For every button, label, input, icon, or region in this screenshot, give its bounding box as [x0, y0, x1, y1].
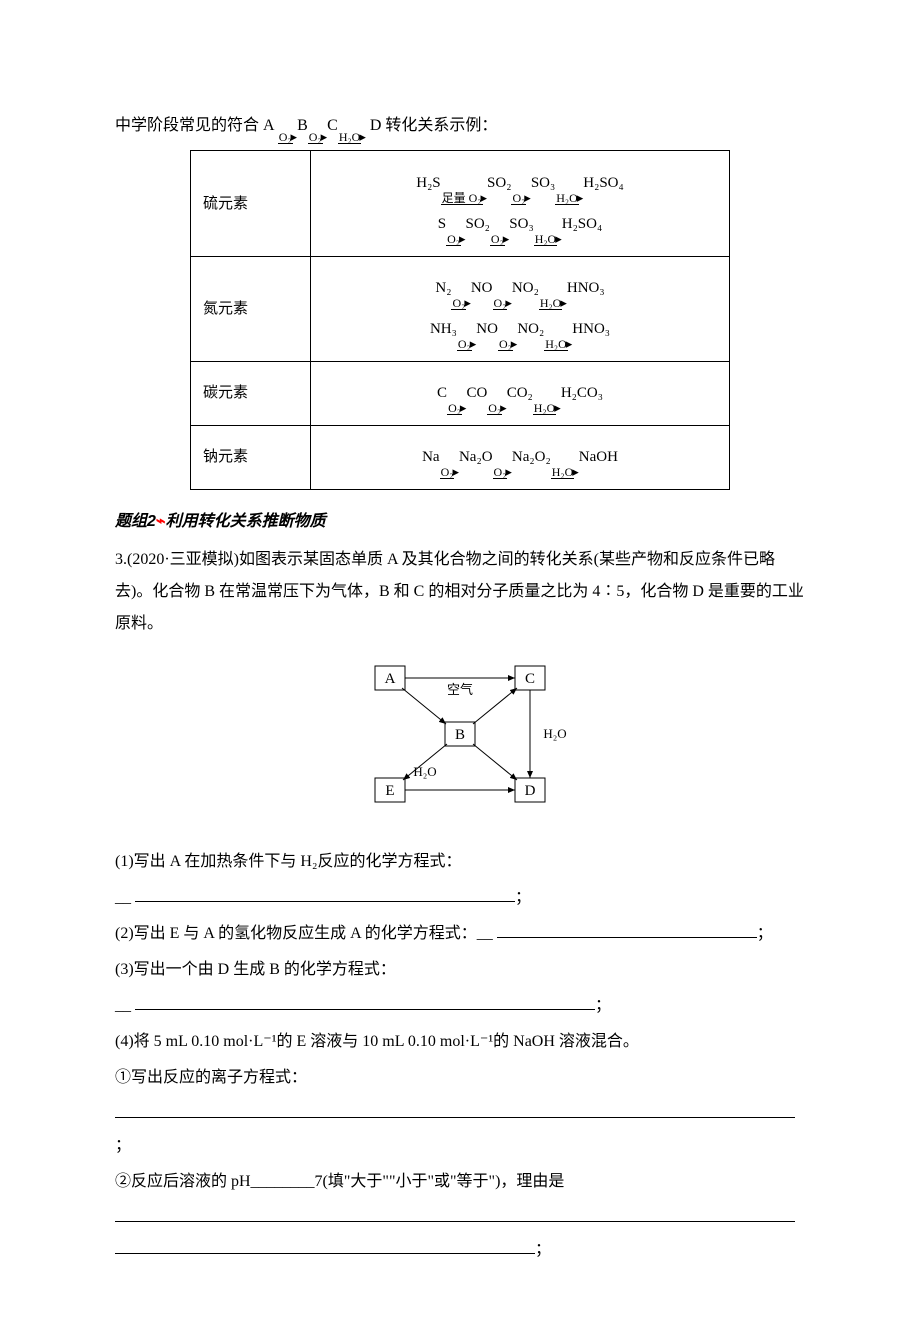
node-d: D — [525, 783, 536, 799]
blank-q4-2b: ； — [115, 1234, 805, 1266]
page-root: 中学阶段常见的符合 A O₂▸BO₂▸CH₂O▸ D 转化关系示例： 硫元素H₂… — [0, 0, 920, 1326]
table-row-content: H₂S足量 O₂▸SO₂O₂▸SO₃H₂O▸H₂SO₄SO₂▸SO₂O₂▸SO₃… — [311, 151, 730, 256]
table-row-label: 硫元素 — [191, 151, 311, 256]
q4-1: ①写出反应的离子方程式： — [115, 1062, 805, 1094]
node-a: A — [385, 671, 396, 687]
table-row-label: 氮元素 — [191, 256, 311, 361]
blank-q4-1: ； — [115, 1098, 805, 1162]
q4-2: ②反应后溶液的 pH________7(填"大于""小于"或"等于")，理由是 — [115, 1166, 805, 1198]
table-row-content: N₂O₂▸NOO₂▸NO₂H₂O▸HNO₃NH₃O₂▸NOO₂▸NO₂H₂O▸H… — [311, 256, 730, 361]
table-row-content: CO₂▸COO₂▸CO₂H₂O▸H₂CO₃ — [311, 361, 730, 425]
q3-intro: 3.(2020·三亚模拟)如图表示某固态单质 A 及其化合物之间的转化关系(某些… — [115, 544, 805, 640]
node-c: C — [525, 671, 535, 687]
q3: (3)写出一个由 D 生成 B 的化学方程式： — [115, 954, 805, 986]
blank-q4-2a — [115, 1202, 805, 1234]
table-row-label: 钠元素 — [191, 425, 311, 489]
group-header: 题组2⌁利用转化关系推断物质 — [115, 506, 805, 538]
label-air: 空气 — [447, 682, 473, 697]
group-title: 利用转化关系推断物质 — [166, 513, 326, 530]
label-h2o-right: H₂O — [543, 726, 566, 741]
table-row-content: NaO₂▸Na₂OO₂▸Na₂O₂H₂O▸NaOH — [311, 425, 730, 489]
node-e: E — [385, 783, 394, 799]
group-num: 2 — [147, 513, 156, 530]
intro-suffix: D 转化关系示例： — [370, 117, 498, 134]
blank-q1: __ ； — [115, 882, 805, 914]
intro-arrow-chain: O₂▸BO₂▸CH₂O▸ — [278, 110, 366, 142]
conversion-table: 硫元素H₂S足量 O₂▸SO₂O₂▸SO₃H₂O▸H₂SO₄SO₂▸SO₂O₂▸… — [190, 150, 730, 489]
table-row-label: 碳元素 — [191, 361, 311, 425]
node-b: B — [455, 727, 465, 743]
conversion-diagram: A C B E D 空气 H₂O H₂O — [345, 656, 575, 816]
group-prefix: 题组 — [115, 513, 147, 530]
label-h2o-left: H₂O — [413, 764, 436, 779]
flash-icon: ⌁ — [156, 513, 166, 530]
intro-prefix: 中学阶段常见的符合 A — [115, 117, 274, 134]
diagram-wrap: A C B E D 空气 H₂O H₂O — [115, 656, 805, 828]
q2: (2)写出 E 与 A 的氢化物反应生成 A 的化学方程式：__ ； — [115, 918, 805, 950]
q1: (1)写出 A 在加热条件下与 H₂反应的化学方程式： — [115, 846, 805, 878]
q4: (4)将 5 mL 0.10 mol·L⁻¹的 E 溶液与 10 mL 0.10… — [115, 1026, 805, 1058]
intro-line: 中学阶段常见的符合 A O₂▸BO₂▸CH₂O▸ D 转化关系示例： — [115, 110, 805, 142]
blank-q3: __ ； — [115, 990, 805, 1022]
